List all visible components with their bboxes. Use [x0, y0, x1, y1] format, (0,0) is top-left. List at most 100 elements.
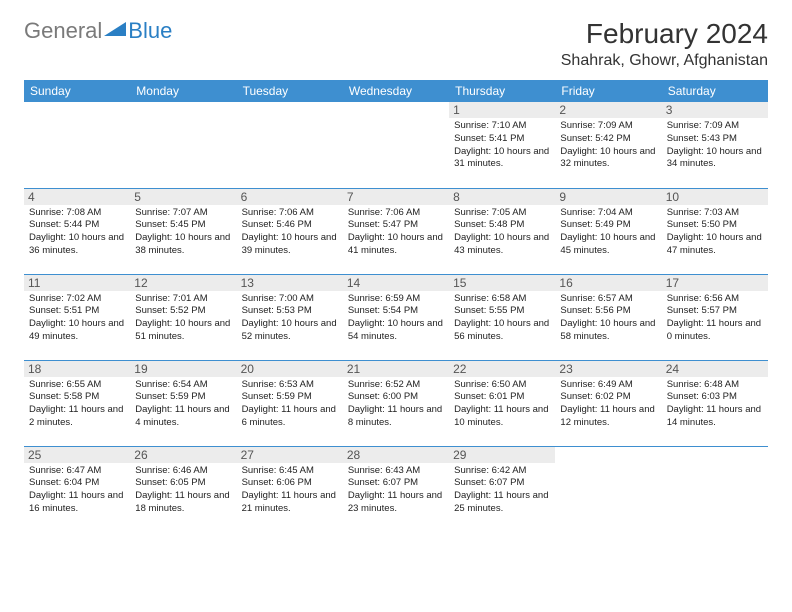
- daylight-text: Daylight: 10 hours and 45 minutes.: [560, 232, 656, 258]
- daylight-text: Daylight: 10 hours and 32 minutes.: [560, 146, 656, 172]
- title-block: February 2024 Shahrak, Ghowr, Afghanista…: [561, 18, 768, 70]
- daylight-text: Daylight: 10 hours and 52 minutes.: [242, 318, 338, 344]
- calendar-row: 11Sunrise: 7:02 AMSunset: 5:51 PMDayligh…: [24, 274, 768, 360]
- day-number: 14: [343, 275, 449, 291]
- daylight-text: Daylight: 10 hours and 41 minutes.: [348, 232, 444, 258]
- calendar-cell: 16Sunrise: 6:57 AMSunset: 5:56 PMDayligh…: [555, 274, 661, 360]
- day-number: 4: [24, 189, 130, 205]
- sunset-text: Sunset: 5:51 PM: [29, 305, 125, 318]
- daylight-text: Daylight: 11 hours and 10 minutes.: [454, 404, 550, 430]
- sunset-text: Sunset: 5:52 PM: [135, 305, 231, 318]
- calendar-cell: 13Sunrise: 7:00 AMSunset: 5:53 PMDayligh…: [237, 274, 343, 360]
- daylight-text: Daylight: 10 hours and 51 minutes.: [135, 318, 231, 344]
- calendar-cell: 17Sunrise: 6:56 AMSunset: 5:57 PMDayligh…: [662, 274, 768, 360]
- weekday-header: Wednesday: [343, 80, 449, 102]
- day-number: 12: [130, 275, 236, 291]
- calendar-cell: 6Sunrise: 7:06 AMSunset: 5:46 PMDaylight…: [237, 188, 343, 274]
- sunrise-text: Sunrise: 6:46 AM: [135, 465, 231, 478]
- calendar-table: Sunday Monday Tuesday Wednesday Thursday…: [24, 80, 768, 532]
- calendar-cell: 4Sunrise: 7:08 AMSunset: 5:44 PMDaylight…: [24, 188, 130, 274]
- calendar-cell: 21Sunrise: 6:52 AMSunset: 6:00 PMDayligh…: [343, 360, 449, 446]
- sunrise-text: Sunrise: 6:59 AM: [348, 293, 444, 306]
- sunrise-text: Sunrise: 6:49 AM: [560, 379, 656, 392]
- daylight-text: Daylight: 10 hours and 31 minutes.: [454, 146, 550, 172]
- calendar-cell: 28Sunrise: 6:43 AMSunset: 6:07 PMDayligh…: [343, 446, 449, 532]
- calendar-header: Sunday Monday Tuesday Wednesday Thursday…: [24, 80, 768, 102]
- daylight-text: Daylight: 11 hours and 16 minutes.: [29, 490, 125, 516]
- calendar-cell: 3Sunrise: 7:09 AMSunset: 5:43 PMDaylight…: [662, 102, 768, 188]
- daylight-text: Daylight: 10 hours and 54 minutes.: [348, 318, 444, 344]
- daylight-text: Daylight: 10 hours and 58 minutes.: [560, 318, 656, 344]
- calendar-cell: 5Sunrise: 7:07 AMSunset: 5:45 PMDaylight…: [130, 188, 236, 274]
- sunrise-text: Sunrise: 7:05 AM: [454, 207, 550, 220]
- calendar-cell: 23Sunrise: 6:49 AMSunset: 6:02 PMDayligh…: [555, 360, 661, 446]
- day-number: 17: [662, 275, 768, 291]
- day-number: 22: [449, 361, 555, 377]
- calendar-cell: 8Sunrise: 7:05 AMSunset: 5:48 PMDaylight…: [449, 188, 555, 274]
- calendar-cell: 22Sunrise: 6:50 AMSunset: 6:01 PMDayligh…: [449, 360, 555, 446]
- calendar-body: 1Sunrise: 7:10 AMSunset: 5:41 PMDaylight…: [24, 102, 768, 532]
- triangle-icon: [104, 20, 126, 43]
- sunset-text: Sunset: 6:04 PM: [29, 477, 125, 490]
- calendar-row: 4Sunrise: 7:08 AMSunset: 5:44 PMDaylight…: [24, 188, 768, 274]
- sunset-text: Sunset: 5:54 PM: [348, 305, 444, 318]
- sunrise-text: Sunrise: 7:10 AM: [454, 120, 550, 133]
- calendar-cell: 15Sunrise: 6:58 AMSunset: 5:55 PMDayligh…: [449, 274, 555, 360]
- day-number: 1: [449, 102, 555, 118]
- daylight-text: Daylight: 11 hours and 21 minutes.: [242, 490, 338, 516]
- day-number: 6: [237, 189, 343, 205]
- sunset-text: Sunset: 5:48 PM: [454, 219, 550, 232]
- daylight-text: Daylight: 11 hours and 6 minutes.: [242, 404, 338, 430]
- sunset-text: Sunset: 5:56 PM: [560, 305, 656, 318]
- day-number: 26: [130, 447, 236, 463]
- daylight-text: Daylight: 10 hours and 43 minutes.: [454, 232, 550, 258]
- sunrise-text: Sunrise: 6:47 AM: [29, 465, 125, 478]
- calendar-cell: 10Sunrise: 7:03 AMSunset: 5:50 PMDayligh…: [662, 188, 768, 274]
- weekday-header: Sunday: [24, 80, 130, 102]
- sunset-text: Sunset: 5:43 PM: [667, 133, 763, 146]
- calendar-cell: 9Sunrise: 7:04 AMSunset: 5:49 PMDaylight…: [555, 188, 661, 274]
- sunset-text: Sunset: 5:46 PM: [242, 219, 338, 232]
- sunrise-text: Sunrise: 7:09 AM: [560, 120, 656, 133]
- sunset-text: Sunset: 6:06 PM: [242, 477, 338, 490]
- sunset-text: Sunset: 5:44 PM: [29, 219, 125, 232]
- calendar-cell: 2Sunrise: 7:09 AMSunset: 5:42 PMDaylight…: [555, 102, 661, 188]
- sunrise-text: Sunrise: 6:43 AM: [348, 465, 444, 478]
- day-number: 3: [662, 102, 768, 118]
- day-number: 5: [130, 189, 236, 205]
- weekday-header: Tuesday: [237, 80, 343, 102]
- daylight-text: Daylight: 11 hours and 18 minutes.: [135, 490, 231, 516]
- weekday-header: Saturday: [662, 80, 768, 102]
- weekday-header: Monday: [130, 80, 236, 102]
- calendar-cell: [555, 446, 661, 532]
- daylight-text: Daylight: 11 hours and 0 minutes.: [667, 318, 763, 344]
- day-number: 10: [662, 189, 768, 205]
- sunrise-text: Sunrise: 7:06 AM: [348, 207, 444, 220]
- calendar-cell: [662, 446, 768, 532]
- calendar-cell: 29Sunrise: 6:42 AMSunset: 6:07 PMDayligh…: [449, 446, 555, 532]
- sunset-text: Sunset: 5:50 PM: [667, 219, 763, 232]
- calendar-cell: 19Sunrise: 6:54 AMSunset: 5:59 PMDayligh…: [130, 360, 236, 446]
- day-number: 20: [237, 361, 343, 377]
- sunset-text: Sunset: 5:42 PM: [560, 133, 656, 146]
- sunrise-text: Sunrise: 7:00 AM: [242, 293, 338, 306]
- sunrise-text: Sunrise: 7:03 AM: [667, 207, 763, 220]
- sunset-text: Sunset: 5:57 PM: [667, 305, 763, 318]
- daylight-text: Daylight: 11 hours and 14 minutes.: [667, 404, 763, 430]
- calendar-row: 1Sunrise: 7:10 AMSunset: 5:41 PMDaylight…: [24, 102, 768, 188]
- calendar-cell: 14 Sunrise: 6:59 AMSunset: 5:54 PMDayligh…: [343, 274, 449, 360]
- daylight-text: Daylight: 10 hours and 56 minutes.: [454, 318, 550, 344]
- daylight-text: Daylight: 11 hours and 25 minutes.: [454, 490, 550, 516]
- logo: General Blue: [24, 18, 172, 44]
- day-number: 13: [237, 275, 343, 291]
- sunrise-text: Sunrise: 7:06 AM: [242, 207, 338, 220]
- day-number: 25: [24, 447, 130, 463]
- sunset-text: Sunset: 6:03 PM: [667, 391, 763, 404]
- header: General Blue February 2024 Shahrak, Ghow…: [24, 18, 768, 70]
- sunset-text: Sunset: 6:07 PM: [348, 477, 444, 490]
- sunset-text: Sunset: 6:02 PM: [560, 391, 656, 404]
- daylight-text: Daylight: 10 hours and 38 minutes.: [135, 232, 231, 258]
- sunrise-text: Sunrise: 6:57 AM: [560, 293, 656, 306]
- calendar-cell: 11Sunrise: 7:02 AMSunset: 5:51 PMDayligh…: [24, 274, 130, 360]
- day-number: 21: [343, 361, 449, 377]
